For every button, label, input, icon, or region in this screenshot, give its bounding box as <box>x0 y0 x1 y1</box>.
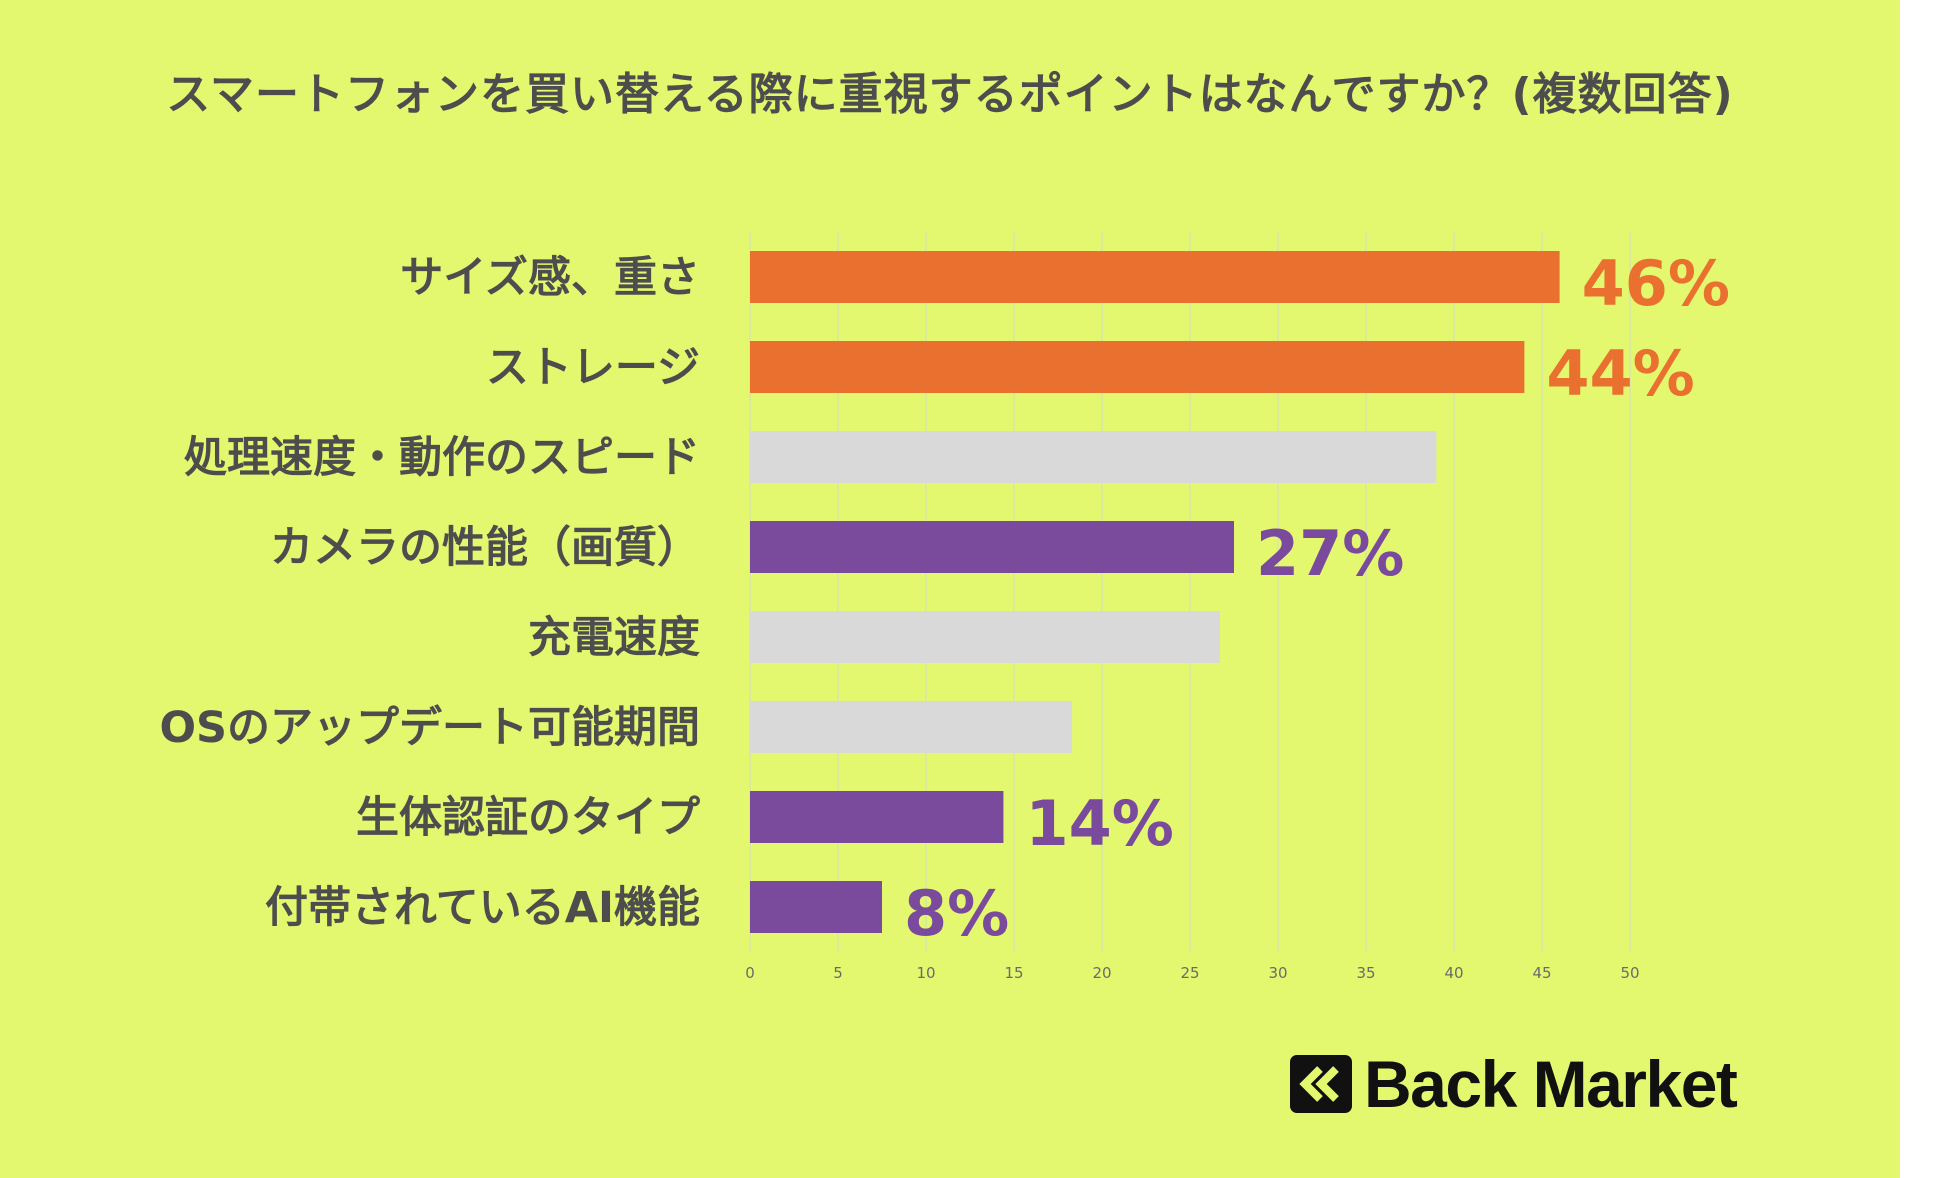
data-label: 27% <box>1256 517 1404 590</box>
x-tick-label: 20 <box>1092 964 1111 982</box>
category-label: 付帯されているAI機能 <box>265 883 700 933</box>
data-label: 14% <box>1025 787 1173 860</box>
x-tick-label: 5 <box>833 964 843 982</box>
bar-3 <box>750 521 1234 573</box>
category-label: 生体認証のタイプ <box>356 793 700 843</box>
bar-6 <box>750 791 1004 843</box>
category-label: 処理速度・動作のスピード <box>184 433 700 483</box>
back-market-logo: Back Market <box>1290 1047 1738 1121</box>
chart-title: スマートフォンを買い替える際に重視するポイントはなんですか？(複数回答) <box>166 69 1734 120</box>
category-label: OSのアップデート可能期間 <box>159 703 700 753</box>
bars <box>750 251 1560 933</box>
category-label: 充電速度 <box>528 613 700 663</box>
category-label: ストレージ <box>486 343 700 393</box>
category-label: カメラの性能（画質） <box>270 523 700 573</box>
bar-0 <box>750 251 1560 303</box>
x-axis-ticks: 0 5 10 15 20 25 30 35 40 45 50 <box>745 964 1639 982</box>
bar-1 <box>750 341 1525 393</box>
x-tick-label: 45 <box>1532 964 1551 982</box>
bar-5 <box>750 701 1073 753</box>
bar-7 <box>750 881 882 933</box>
data-labels: 46% 44% 27% 14%8% <box>904 247 1730 950</box>
chart-canvas: スマートフォンを買い替える際に重視するポイントはなんですか？(複数回答) サイズ… <box>0 0 1900 1178</box>
x-tick-label: 40 <box>1444 964 1463 982</box>
x-tick-label: 15 <box>1004 964 1023 982</box>
data-label: 44% <box>1546 337 1694 410</box>
bar-4 <box>750 611 1220 663</box>
x-tick-label: 50 <box>1620 964 1639 982</box>
logo-text: Back Market <box>1364 1047 1738 1121</box>
category-label: サイズ感、重さ <box>400 253 700 303</box>
x-tick-label: 10 <box>916 964 935 982</box>
double-chevron-left-icon <box>1290 1055 1352 1113</box>
x-tick-label: 30 <box>1268 964 1287 982</box>
x-tick-label: 25 <box>1180 964 1199 982</box>
gridlines <box>749 232 1631 952</box>
x-tick-label: 35 <box>1356 964 1375 982</box>
x-tick-label: 0 <box>745 964 755 982</box>
bar-2 <box>750 431 1437 483</box>
data-label: 8% <box>904 877 1009 950</box>
data-label: 46% <box>1582 247 1730 320</box>
